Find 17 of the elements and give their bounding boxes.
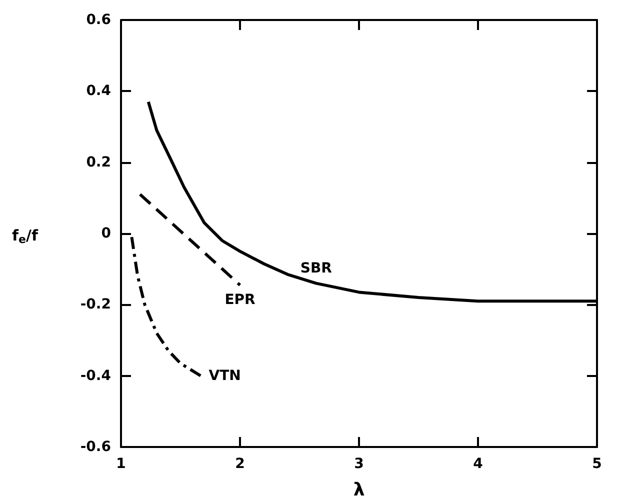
y-tick-label: 0.4 — [86, 83, 112, 100]
y-tick-label: 0.6 — [86, 12, 111, 28]
y-tick-label: -0.6 — [80, 439, 111, 455]
y-tick-label: 0 — [101, 226, 112, 242]
x-tick-label: 3 — [354, 456, 364, 472]
x-tick-label: 2 — [235, 456, 245, 472]
x-tick-label: 1 — [116, 456, 126, 472]
x-tick-label: 5 — [592, 456, 602, 472]
series-label: EPR — [224, 292, 256, 308]
x-tick-label: 4 — [473, 456, 484, 472]
y-tick-label: -0.2 — [80, 296, 111, 313]
y-tick-label: 0.2 — [86, 154, 111, 170]
series-label: VTN — [208, 368, 241, 384]
series-label: SBR — [300, 260, 332, 276]
x-axis-title: λ — [353, 480, 365, 500]
line-series — [130, 236, 202, 378]
y-tick-label: -0.4 — [80, 368, 112, 384]
